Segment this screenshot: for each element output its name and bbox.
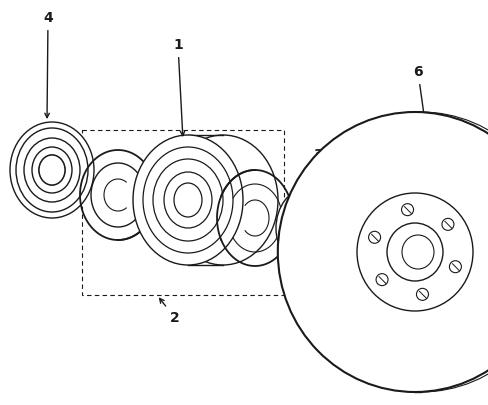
Ellipse shape bbox=[387, 223, 443, 281]
Ellipse shape bbox=[278, 112, 488, 392]
Ellipse shape bbox=[370, 256, 384, 273]
Ellipse shape bbox=[353, 179, 367, 197]
Ellipse shape bbox=[284, 112, 488, 392]
Ellipse shape bbox=[39, 155, 65, 185]
Ellipse shape bbox=[416, 288, 428, 301]
Ellipse shape bbox=[332, 195, 388, 265]
Ellipse shape bbox=[24, 138, 80, 202]
Text: 2: 2 bbox=[160, 298, 180, 325]
Ellipse shape bbox=[368, 231, 381, 243]
Ellipse shape bbox=[174, 183, 202, 217]
Ellipse shape bbox=[282, 195, 334, 261]
Ellipse shape bbox=[39, 155, 65, 185]
Text: 5: 5 bbox=[337, 158, 347, 172]
Text: 3: 3 bbox=[312, 148, 323, 184]
Ellipse shape bbox=[276, 188, 340, 268]
Ellipse shape bbox=[449, 261, 462, 273]
Ellipse shape bbox=[133, 135, 243, 265]
Ellipse shape bbox=[143, 147, 233, 253]
Ellipse shape bbox=[345, 208, 381, 252]
Ellipse shape bbox=[10, 122, 94, 218]
Ellipse shape bbox=[376, 274, 388, 286]
Ellipse shape bbox=[168, 135, 278, 265]
Text: 4: 4 bbox=[43, 11, 53, 118]
Ellipse shape bbox=[296, 213, 320, 243]
Ellipse shape bbox=[402, 235, 434, 269]
Ellipse shape bbox=[289, 204, 327, 252]
Ellipse shape bbox=[164, 172, 212, 228]
Text: 6: 6 bbox=[413, 65, 426, 118]
Ellipse shape bbox=[153, 159, 223, 241]
Ellipse shape bbox=[402, 204, 413, 215]
Ellipse shape bbox=[357, 193, 473, 311]
Ellipse shape bbox=[334, 253, 348, 271]
Ellipse shape bbox=[32, 147, 72, 193]
Ellipse shape bbox=[325, 207, 339, 225]
Bar bbox=[82, 130, 284, 295]
Ellipse shape bbox=[381, 207, 395, 225]
Ellipse shape bbox=[442, 218, 454, 230]
Text: 1: 1 bbox=[173, 38, 185, 136]
Ellipse shape bbox=[16, 128, 88, 212]
Ellipse shape bbox=[302, 158, 418, 302]
Ellipse shape bbox=[310, 158, 426, 302]
